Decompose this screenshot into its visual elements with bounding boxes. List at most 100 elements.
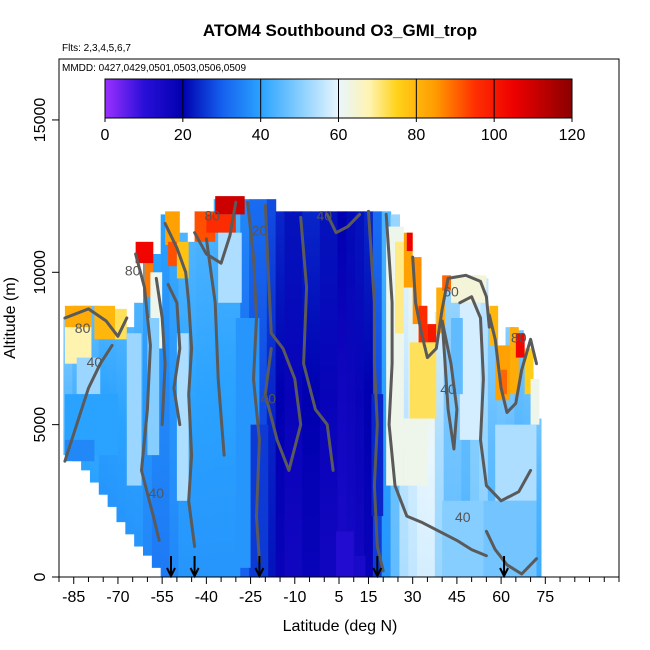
contour-line [367, 209, 385, 573]
contour-labels: 80 40 80 80 20 40 40 40 60 40 40 80 [75, 207, 527, 525]
contour-line [458, 295, 533, 503]
y-axis: 0 5000 10000 15000 [32, 98, 59, 581]
heatmap-patch [150, 272, 163, 349]
heatmap-patch [176, 333, 189, 501]
contour-line [154, 276, 167, 427]
contour-label: 80 [125, 262, 141, 278]
heatmap-patch [412, 257, 422, 325]
heatmap-column [452, 275, 462, 577]
contour-line [384, 212, 488, 558]
contour-label: 40 [87, 354, 103, 370]
x-tick-label: 30 [404, 589, 422, 606]
x-tick-label: 60 [492, 589, 510, 606]
heatmap-column [302, 211, 312, 577]
x-tick-label: 45 [448, 589, 466, 606]
contour-line [63, 343, 114, 463]
heatmap-column [328, 211, 339, 577]
contour-line [484, 529, 538, 576]
heatmap-patch [509, 327, 519, 395]
heatmap-cells [63, 196, 542, 577]
flights-subtitle: Flts: 2,3,4,5,6,7 [62, 43, 131, 54]
contour-line [63, 307, 129, 338]
heatmap-patch [524, 348, 534, 395]
x-tick-label: 5 [335, 589, 344, 606]
colorbar-ticks: 0 20 40 60 80 100 120 [101, 79, 586, 144]
contour-label: 40 [455, 509, 471, 525]
heatmap-patch [403, 232, 413, 288]
heatmap-patch [115, 308, 127, 340]
heatmap-column [160, 214, 171, 577]
contour-label: 80 [204, 207, 220, 223]
contour-line [163, 222, 197, 548]
y-tick-label: 0 [32, 572, 49, 581]
heatmap-patch [206, 214, 236, 233]
contour-line [166, 283, 182, 427]
heatmap-column [532, 418, 542, 577]
heatmap-patch [459, 302, 481, 440]
heatmap-column [319, 211, 330, 577]
contour-label: 20 [252, 223, 268, 239]
contour-label: 60 [443, 284, 459, 300]
chart-title: ATOM4 Southbound O3_GMI_trop [203, 21, 477, 40]
heatmap-patch [515, 333, 525, 358]
heatmap-column [275, 211, 286, 577]
y-tick-label: 5000 [32, 407, 49, 443]
heatmap-patch [483, 500, 537, 577]
contour-label: 40 [440, 381, 456, 397]
x-tick-label: -25 [239, 589, 262, 606]
heatmap-column [487, 314, 498, 577]
contour-lines [63, 200, 538, 576]
y-tick-label: 10000 [32, 250, 49, 295]
heatmap-patch [218, 232, 242, 303]
heatmap-patch [451, 318, 463, 395]
heatmap-patch [427, 324, 437, 343]
colorbar-tick-label: 100 [481, 127, 508, 144]
heatmap-patch [353, 555, 366, 577]
contour-line [411, 255, 491, 360]
contour-label: 40 [148, 485, 164, 501]
flight-marker-arrow [499, 567, 509, 579]
heatmap-patch [489, 305, 499, 346]
x-tick-label: -70 [106, 589, 129, 606]
contour-label: 40 [316, 207, 332, 223]
colorbar-tick-label: 120 [559, 127, 586, 144]
heatmap-patch [250, 424, 269, 577]
heatmap-column [434, 311, 445, 577]
heatmap-patch [168, 241, 177, 267]
colorbar-tick-label: 60 [330, 127, 348, 144]
heatmap-column [355, 211, 365, 577]
heatmap-column [311, 211, 321, 577]
heatmap-patch [215, 196, 245, 215]
heatmap-patch [442, 500, 484, 577]
x-axis: -85 -70 -55 -40 -25 -10 5 15 30 45 60 75 [58, 577, 620, 606]
x-tick-label: -85 [62, 589, 85, 606]
heatmap-patch [94, 305, 115, 340]
heatmap-patch [135, 241, 154, 264]
x-tick-label: 75 [536, 589, 554, 606]
flight-marker-arrow [372, 567, 383, 579]
contour-line [204, 237, 226, 457]
colorbar-tick-label: 20 [174, 127, 192, 144]
heatmap-column [284, 211, 294, 577]
heatmap-patch [64, 439, 95, 462]
heatmap-column [372, 211, 383, 577]
contour-label: 40 [260, 390, 276, 406]
heatmap-column [337, 211, 347, 577]
contour-line [487, 313, 538, 414]
contour-label: 80 [511, 329, 527, 345]
contour-line [325, 212, 362, 235]
heatmap-patch [495, 424, 537, 501]
heatmap-column [196, 217, 206, 577]
colorbar-tick-label: 0 [101, 127, 110, 144]
heatmap-column [187, 241, 197, 577]
heatmap-column [204, 214, 215, 577]
heatmap-column [63, 318, 73, 456]
dates-subtitle: MMDD: 0427,0429,0501,0503,0506,0509 [62, 63, 246, 74]
heatmap-patch [403, 418, 428, 486]
heatmap-patch [165, 211, 180, 245]
x-tick-label: -55 [151, 589, 174, 606]
heatmap-patch [530, 378, 540, 425]
heatmap-column [266, 199, 277, 577]
heatmap-column [222, 199, 233, 577]
